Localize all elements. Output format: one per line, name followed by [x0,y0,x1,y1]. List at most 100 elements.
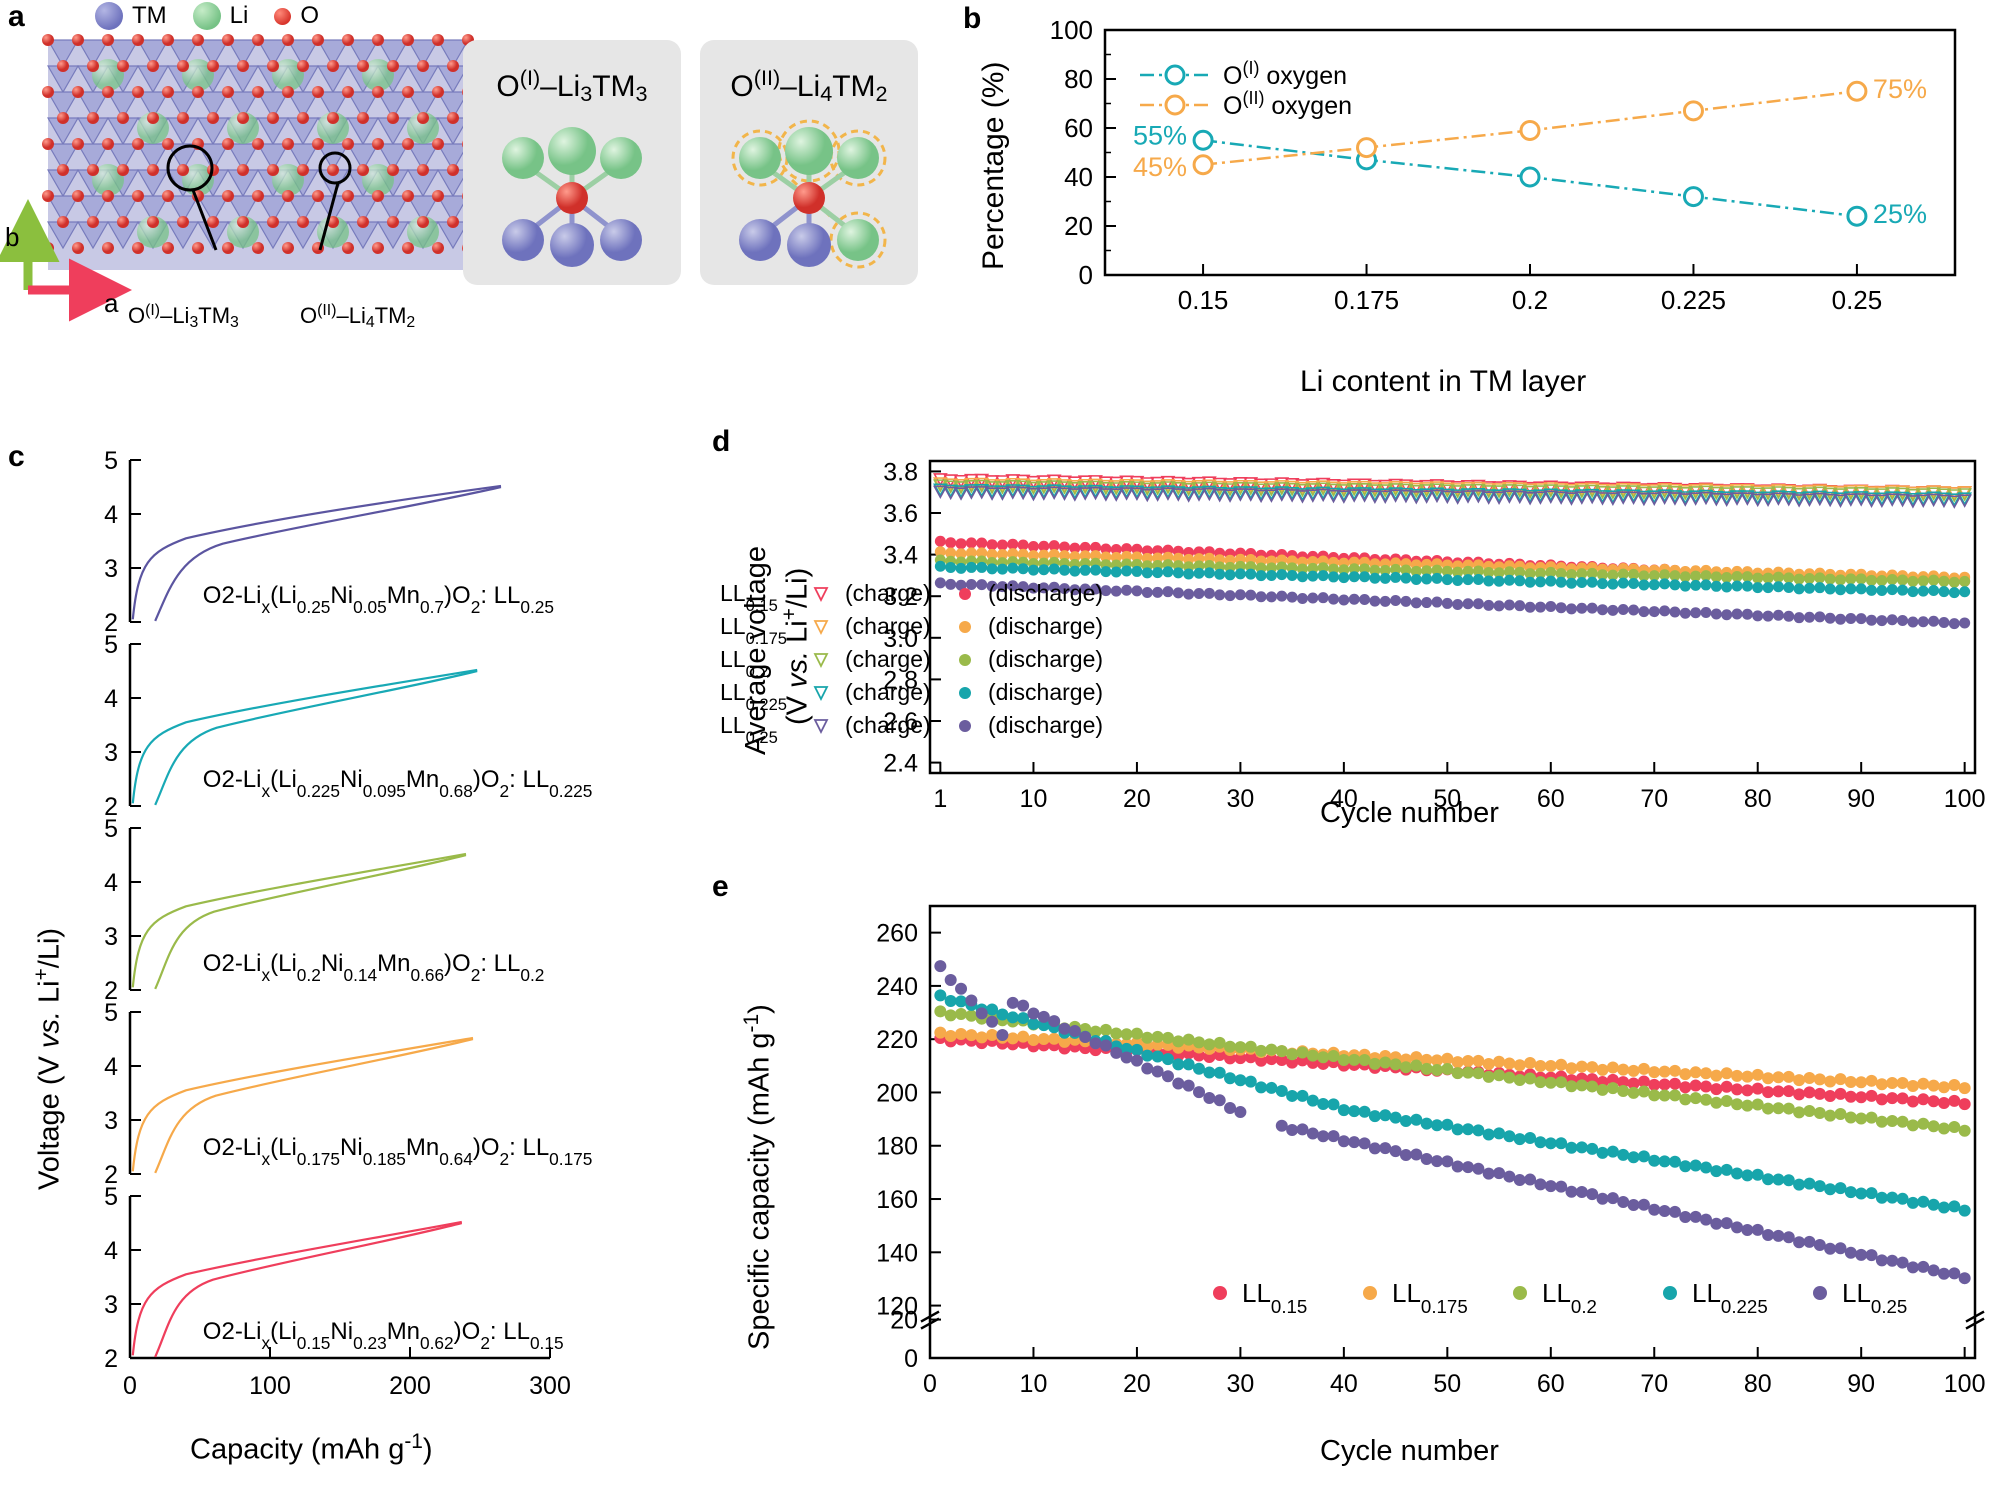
svg-text:2: 2 [104,793,118,821]
svg-text:(charge): (charge) [845,679,931,705]
legend-item-li: Li [192,2,249,30]
svg-text:300: 300 [529,1372,571,1400]
panel-d: d 2.4 2.6 2.8 3.0 3.2 3.4 3.6 3.8 1 10 20 30 40 50 60 7… [700,425,2007,865]
svg-text:70: 70 [1640,785,1668,813]
svg-text:3.0: 3.0 [883,625,918,653]
box-o2-diagram [731,119,887,269]
svg-text:45%: 45% [1133,152,1187,182]
svg-text:0.15: 0.15 [1178,285,1229,315]
svg-text:LL0.25: LL0.25 [720,712,778,747]
axis-label-b: b [5,222,20,252]
svg-text:2: 2 [104,609,118,637]
svg-text:30: 30 [1226,785,1254,813]
svg-text:80: 80 [1744,1370,1772,1398]
svg-text:O(II) oxygen: O(II) oxygen [1223,88,1352,120]
svg-text:20: 20 [1123,785,1151,813]
svg-text:25%: 25% [1873,199,1927,229]
axis-label-a: a [104,288,119,318]
svg-text:90: 90 [1847,785,1875,813]
svg-text:0.225: 0.225 [1661,285,1726,315]
panel-c-xlabel: Capacity (mAh g-1) [190,1430,433,1466]
svg-text:120: 120 [876,1293,918,1321]
panel-b: b 0 20 40 60 80 100 0.15 0.175 0.2 0.225 0.25 O(I) … [955,0,2007,420]
svg-text:LL0.15: LL0.15 [1242,1278,1307,1317]
svg-text:60: 60 [1064,113,1093,143]
panel-c-plot: 2 3 4 5 O2-Lix(Li0.25Ni0.05Mn0.7)O2: LL0.25 2… [104,447,592,1400]
svg-text:4: 4 [104,501,118,529]
svg-text:220: 220 [876,1026,918,1054]
svg-text:100: 100 [1050,15,1093,45]
legend-label-tm: TM [132,2,167,29]
svg-text:0.2: 0.2 [1512,285,1548,315]
svg-text:10: 10 [1020,1370,1048,1398]
svg-text:20: 20 [1123,1370,1151,1398]
box-o1: O(I)–Li3TM3 [463,40,681,285]
svg-text:LL0.25: LL0.25 [1842,1278,1907,1317]
svg-text:2: 2 [104,977,118,1005]
panel-a-label: a [8,0,25,33]
marker-circle-right [318,151,352,185]
svg-text:(discharge): (discharge) [988,613,1103,639]
svg-text:0: 0 [904,1345,918,1373]
svg-text:0.175: 0.175 [1334,285,1399,315]
legend-item-tm: TM [95,2,167,30]
svg-text:40: 40 [1064,162,1093,192]
panel-b-xlabel: Li content in TM layer [1300,365,1587,398]
tm-sphere-icon [95,2,123,30]
svg-text:O2-Lix(Li0.25Ni0.05Mn0.7)O2: L: O2-Lix(Li0.25Ni0.05Mn0.7)O2: LL0.25 [203,582,554,617]
svg-text:40: 40 [1330,1370,1358,1398]
svg-text:5: 5 [104,999,118,1027]
panel-a-legend: TM Li O [95,2,319,30]
svg-text:20: 20 [1064,211,1093,241]
svg-text:3.4: 3.4 [883,542,918,570]
svg-text:LL0.225: LL0.225 [720,679,787,714]
panel-b-plot: 0 20 40 60 80 100 0.15 0.175 0.2 0.225 0.25 O(I) ox… [1050,15,1957,315]
o-sphere-icon [274,7,292,25]
svg-text:180: 180 [876,1133,918,1161]
svg-text:3.8: 3.8 [883,458,918,486]
panel-e-xlabel: Cycle number [1320,1435,1499,1467]
svg-text:0: 0 [923,1370,937,1398]
panel-c-ylabel: Voltage (V vs. Li+/Li) [30,927,66,1190]
svg-text:60: 60 [1537,785,1565,813]
svg-text:4: 4 [104,685,118,713]
svg-text:(charge): (charge) [845,580,931,606]
panel-d-plot: 2.4 2.6 2.8 3.0 3.2 3.4 3.6 3.8 1 10 20 30 40 50 60 70 8… [720,458,1986,813]
svg-text:60: 60 [1537,1370,1565,1398]
svg-text:(discharge): (discharge) [988,712,1103,738]
legend-item-o: O [274,2,319,30]
crystal-structure-graphic [42,34,474,270]
svg-text:80: 80 [1744,785,1772,813]
box-o1-title: O(I)–Li3TM3 [496,65,648,107]
svg-text:55%: 55% [1133,120,1187,150]
panel-e-ylabel: Specific capacity (mAh g-1) [740,1004,776,1350]
svg-text:5: 5 [104,447,118,475]
svg-text:100: 100 [1944,1370,1986,1398]
svg-text:1: 1 [933,785,947,813]
svg-text:O2-Lix(Li0.15Ni0.23Mn0.62)O2:: O2-Lix(Li0.15Ni0.23Mn0.62)O2: LL0.15 [203,1318,564,1353]
svg-text:O2-Lix(Li0.2Ni0.14Mn0.66)O2: L: O2-Lix(Li0.2Ni0.14Mn0.66)O2: LL0.2 [203,950,545,985]
svg-text:200: 200 [389,1372,431,1400]
svg-text:3: 3 [104,555,118,583]
svg-text:3.6: 3.6 [883,500,918,528]
legend-label-li: Li [229,2,249,29]
svg-text:50: 50 [1433,785,1461,813]
svg-text:3: 3 [104,739,118,767]
svg-text:(discharge): (discharge) [988,679,1103,705]
svg-text:5: 5 [104,1183,118,1211]
svg-text:5: 5 [104,631,118,659]
svg-text:140: 140 [876,1239,918,1267]
panel-e: e 0 20 120 140 160 180 200 220 240 260 0 10 20 30 40 50… [700,870,2007,1490]
panel-d-label: d [712,425,731,458]
box-o2: O(II)–Li4TM2 [700,40,918,285]
svg-text:(discharge): (discharge) [988,646,1103,672]
svg-text:LL0.2: LL0.2 [720,646,769,681]
svg-text:LL0.15: LL0.15 [720,580,778,615]
svg-text:LL0.225: LL0.225 [1692,1278,1768,1317]
svg-text:LL0.175: LL0.175 [720,613,787,648]
svg-text:(charge): (charge) [845,613,931,639]
svg-text:10: 10 [1020,785,1048,813]
panel-d-xlabel: Cycle number [1320,797,1499,829]
box-o2-title: O(II)–Li4TM2 [730,65,888,107]
